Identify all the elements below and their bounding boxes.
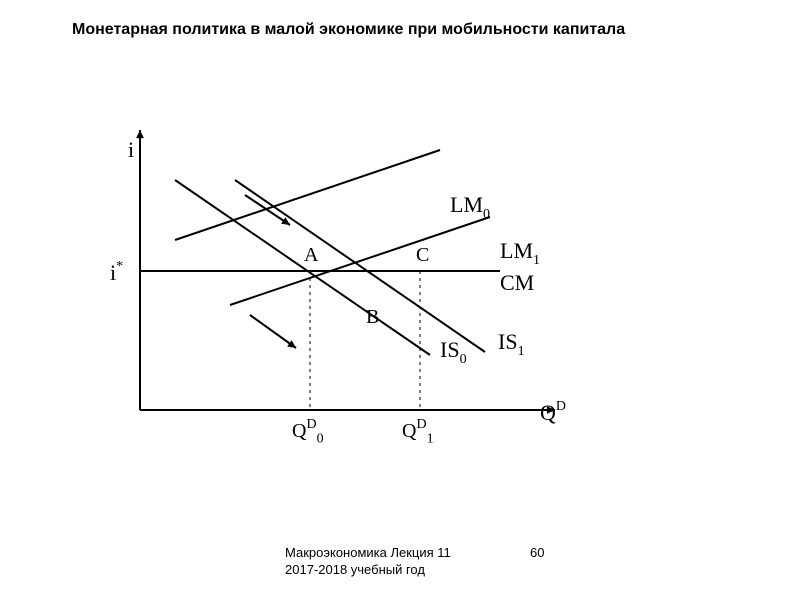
svg-text:C: C (416, 244, 429, 266)
svg-text:QD1: QD1 (402, 417, 434, 447)
svg-text:QD: QD (540, 399, 566, 425)
svg-text:LM1: LM1 (500, 238, 540, 268)
islm-diagram: A B Ci i* QD QD0 QD1 LM0 LM1CM IS0 IS1 (0, 0, 800, 600)
svg-text:LM0: LM0 (450, 192, 490, 222)
svg-text:B: B (366, 306, 379, 328)
svg-text:IS0: IS0 (440, 337, 467, 367)
svg-text:A: A (304, 244, 319, 266)
svg-text:QD0: QD0 (292, 417, 324, 447)
svg-text:i: i (128, 137, 134, 162)
svg-text:CM: CM (500, 270, 534, 295)
svg-text:IS1: IS1 (498, 329, 525, 359)
svg-text:i*: i* (110, 259, 123, 285)
